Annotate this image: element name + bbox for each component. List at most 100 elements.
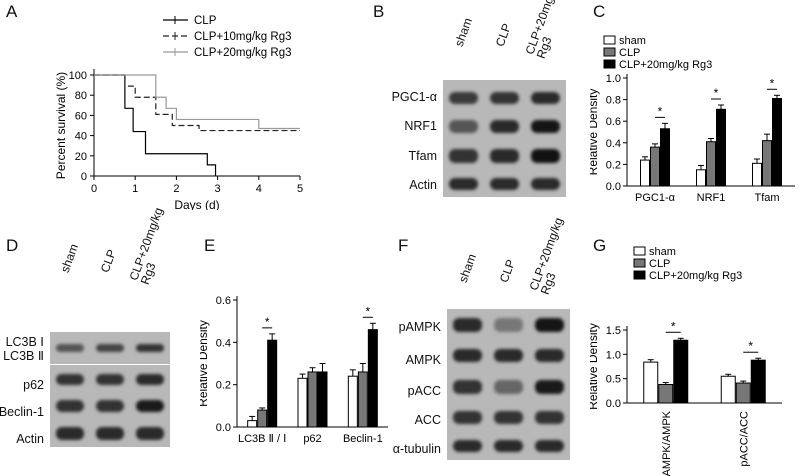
- blot-band: [136, 400, 164, 412]
- legend-label: CLP+20mg/kg Rg3: [649, 270, 742, 282]
- blot-row-label: α-tubulin: [392, 442, 441, 456]
- survival-line: [94, 74, 300, 132]
- blot-row-label: AMPK: [405, 353, 441, 367]
- x-tick-label: 0: [91, 183, 97, 195]
- survival-line: [94, 74, 300, 130]
- category-label: LC3B Ⅱ / Ⅰ: [238, 433, 286, 445]
- density-bar: [257, 409, 268, 428]
- density-bar: [735, 382, 751, 404]
- density-bar: [772, 98, 782, 187]
- blot-band: [453, 379, 482, 394]
- x-tick-label: 3: [215, 183, 221, 195]
- blot-band: [136, 344, 164, 352]
- blot-row-label: pAMPK: [398, 320, 441, 334]
- lane-label: sham: [57, 241, 81, 275]
- category-label: p62: [303, 433, 321, 445]
- y-axis-label: Relative Density: [200, 320, 210, 407]
- y-tick-label: 0.4: [606, 138, 621, 150]
- blot-row-label: NRF1: [404, 119, 437, 133]
- blot-band: [494, 410, 523, 424]
- panel-letter-a: A: [6, 2, 18, 21]
- panel-letter-d: D: [6, 236, 19, 255]
- y-axis-label: Percent survival (%): [54, 72, 68, 179]
- y-tick-label: 1.0: [606, 73, 621, 85]
- blot-band: [96, 344, 124, 352]
- density-bar: [267, 339, 278, 428]
- density-bar: [750, 359, 766, 404]
- panel-letter-b: B: [373, 2, 385, 21]
- x-tick-label: 4: [256, 183, 262, 195]
- legend-label: sham: [649, 246, 676, 258]
- legend-swatch: [603, 35, 616, 45]
- legend-label: sham: [619, 35, 646, 47]
- blot-band: [490, 92, 519, 104]
- panel-letter-g: G: [593, 236, 607, 255]
- y-tick-label: 100: [69, 70, 87, 82]
- blot-row-label: p62: [23, 378, 44, 392]
- density-bar: [696, 169, 706, 187]
- significance-star: *: [658, 104, 663, 118]
- legend-swatch: [633, 270, 646, 280]
- blot-band: [535, 379, 564, 394]
- legend-label: CLP: [194, 15, 217, 27]
- legend-swatch: [603, 59, 616, 69]
- blot-band: [449, 119, 478, 133]
- ampk-density-chart: 0.0 0.5 1.0 1.5 Relative Density pAMPK/AMPK * p…: [590, 246, 782, 476]
- blot-band: [531, 92, 560, 104]
- lane-label: CLP: [496, 257, 518, 285]
- legend-swatch: [633, 258, 646, 268]
- density-bar: [716, 108, 726, 187]
- blot-band: [535, 440, 564, 452]
- category-label: pACC/ACC: [738, 411, 750, 467]
- density-bar: [752, 162, 762, 187]
- y-tick-label: 1.0: [606, 349, 621, 361]
- blot-band: [453, 410, 482, 424]
- category-label: Beclin-1: [343, 433, 383, 445]
- blot-band: [494, 317, 523, 332]
- legend-swatch: [633, 246, 646, 256]
- blot-band: [56, 373, 84, 385]
- x-axis-label: Days (d): [174, 198, 219, 210]
- significance-star: *: [365, 304, 370, 318]
- blot-band: [490, 119, 519, 133]
- y-tick-label: 0.6: [606, 116, 621, 128]
- y-tick-label: 0: [81, 171, 87, 183]
- blot-band: [453, 440, 482, 452]
- blot-band: [490, 148, 519, 163]
- density-bar: [643, 361, 659, 404]
- y-tick-label: 0.4: [216, 337, 231, 349]
- blot-band: [494, 349, 523, 362]
- blot-row-label: PGC1-α: [391, 90, 437, 104]
- blot-band: [453, 349, 482, 362]
- y-tick-label: 0.6: [216, 295, 231, 307]
- blot-band: [56, 344, 84, 352]
- density-bar: [297, 377, 308, 428]
- lane-label: CLP: [97, 247, 119, 275]
- category-label: PGC1-α: [635, 192, 676, 204]
- blot-band: [494, 379, 523, 394]
- blot-band: [56, 426, 84, 440]
- lane-label: CLP: [492, 21, 514, 49]
- density-bar: [317, 371, 328, 428]
- blot-band: [136, 426, 164, 440]
- category-label: pAMPK/AMPK: [661, 410, 673, 476]
- survival-chart: 0 20 40 60 80 100 0 1 2 3 4 5 Days (d) Percent surviv…: [54, 15, 303, 210]
- survival-line: [94, 74, 217, 176]
- legend-swatch: [603, 47, 616, 57]
- y-tick-label: 1.5: [606, 325, 621, 337]
- legend-label: CLP+20mg/kg Rg3: [194, 47, 292, 59]
- x-tick-label: 5: [297, 183, 303, 195]
- y-axis-label: Relative Density: [590, 323, 600, 410]
- y-tick-label: 0.2: [606, 159, 621, 171]
- blot-band: [490, 177, 519, 190]
- blot-row-label: pACC: [407, 384, 441, 398]
- blot-band: [449, 148, 478, 163]
- lane-label: CLP+20mg/kg Rg3: [522, 0, 562, 61]
- blot-row-label: Actin: [409, 178, 437, 192]
- blot-row-label: LC3B Ⅰ: [5, 335, 44, 349]
- panel-letter-f: F: [398, 236, 409, 255]
- density-bar: [357, 371, 368, 428]
- lane-label: CLP+20mg/kg Rg3: [526, 215, 566, 297]
- density-bar: [640, 159, 650, 187]
- y-axis-label: Relative Density: [590, 89, 600, 176]
